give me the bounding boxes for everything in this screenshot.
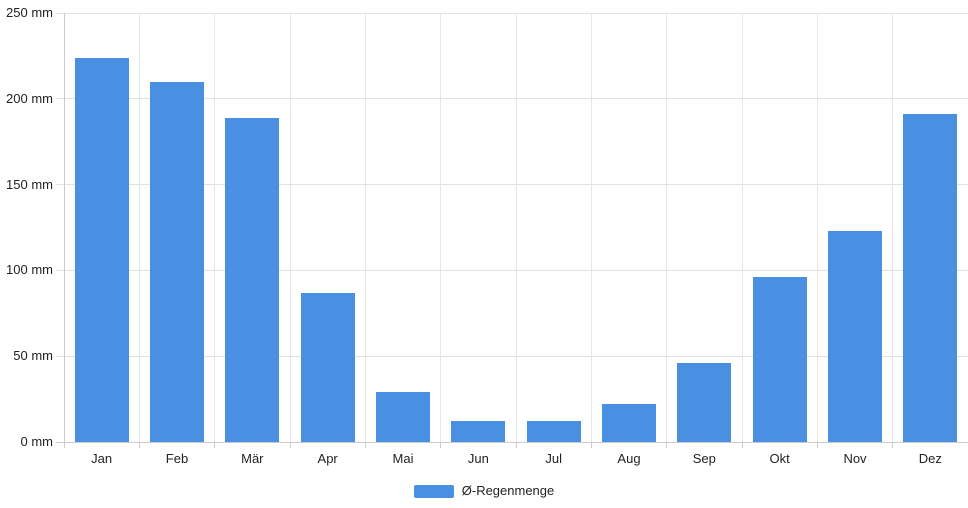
y-axis-label-150: 150 mm <box>6 176 53 192</box>
x-axis-tick-4 <box>364 442 366 448</box>
y-axis-label-200: 200 mm <box>6 90 53 106</box>
legend-swatch <box>413 484 454 498</box>
gridline-y-150 <box>56 184 968 186</box>
bar-okt[interactable] <box>752 277 807 442</box>
gridline-x-2 <box>214 13 216 442</box>
bar-feb[interactable] <box>150 82 204 442</box>
gridline-x-8 <box>666 13 668 442</box>
y-axis-label-100: 100 mm <box>6 262 53 278</box>
gridline-x-11 <box>892 13 894 442</box>
x-axis-label-jan: Jan <box>91 451 113 466</box>
x-axis-tick-2 <box>214 442 216 448</box>
x-axis-tick-3 <box>289 442 291 448</box>
gridline-x-5 <box>440 13 442 442</box>
gridline-x-1 <box>138 13 140 442</box>
x-axis-tick-9 <box>741 442 743 448</box>
bar-aug[interactable] <box>602 404 656 442</box>
bar-jul[interactable] <box>526 421 581 442</box>
x-axis-label-dez: Dez <box>918 451 942 466</box>
x-axis-label-jul: Jul <box>545 451 562 466</box>
gridline-x-6 <box>515 13 517 442</box>
x-axis-label-feb: Feb <box>165 451 189 466</box>
gridline-y-100 <box>56 269 968 271</box>
gridline-y-0 <box>56 441 968 443</box>
gridline-y-50 <box>56 355 968 357</box>
x-axis-label-apr: Apr <box>317 451 338 466</box>
legend[interactable]: Ø-Regenmenge <box>0 482 968 500</box>
x-axis-label-mai: Mai <box>392 451 414 466</box>
x-axis-label-aug: Aug <box>617 451 641 466</box>
bar-mr[interactable] <box>225 118 280 442</box>
gridline-x-10 <box>816 13 818 442</box>
x-axis-tick-8 <box>666 442 668 448</box>
x-axis-label-nov: Nov <box>843 451 867 466</box>
x-axis-tick-10 <box>816 442 818 448</box>
gridline-y-200 <box>56 98 968 100</box>
x-axis-tick-11 <box>892 442 894 448</box>
bar-dez[interactable] <box>903 114 958 442</box>
legend-label: Ø-Regenmenge <box>461 483 555 498</box>
x-axis-tick-0 <box>63 442 65 448</box>
bar-nov[interactable] <box>828 231 882 442</box>
bar-mai[interactable] <box>376 392 430 442</box>
y-axis-label-0: 0 mm <box>20 434 54 449</box>
x-axis-tick-6 <box>515 442 517 448</box>
x-axis-tick-1 <box>138 442 140 448</box>
gridline-x-4 <box>364 13 366 442</box>
bar-sep[interactable] <box>677 363 732 442</box>
y-axis-label-250: 250 mm <box>6 5 53 20</box>
x-axis-label-okt: Okt <box>769 451 790 466</box>
plot-area <box>56 12 968 448</box>
x-axis-tick-5 <box>440 442 442 448</box>
x-axis-label-mr: Mär <box>241 451 264 466</box>
gridline-x-3 <box>289 13 291 442</box>
y-axis-label-50: 50 mm <box>13 348 53 364</box>
x-axis-tick-7 <box>590 442 592 448</box>
bar-jun[interactable] <box>451 421 506 442</box>
gridline-x-9 <box>741 13 743 442</box>
x-axis-label-jun: Jun <box>467 451 489 466</box>
gridline-x-7 <box>590 13 592 442</box>
x-axis-label-sep: Sep <box>692 451 716 466</box>
gridline-y-250 <box>56 12 968 14</box>
y-axis-line <box>63 13 65 442</box>
bar-jan[interactable] <box>74 58 129 442</box>
bar-apr[interactable] <box>300 293 355 442</box>
